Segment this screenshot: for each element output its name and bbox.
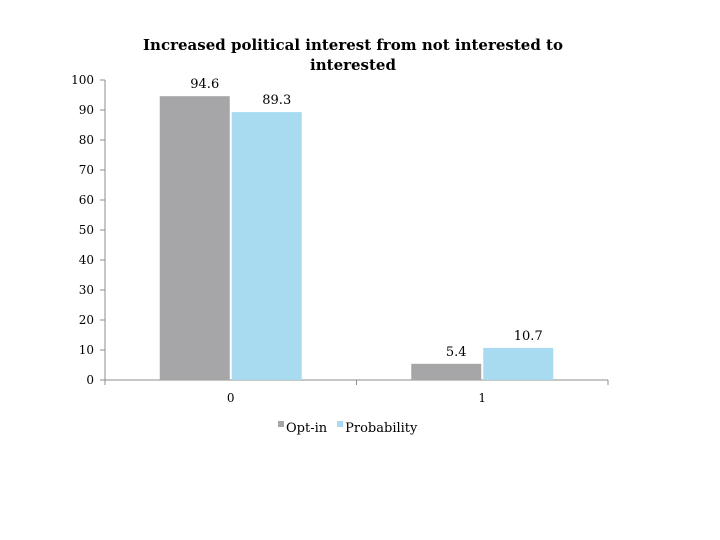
data-label: 89.3: [262, 93, 291, 108]
y-tick-label: 80: [79, 133, 94, 147]
x-tick-label: 0: [227, 391, 235, 405]
y-tick-label: 0: [86, 373, 94, 387]
y-tick-label: 20: [79, 313, 94, 327]
x-tick-label: 1: [478, 391, 486, 405]
y-tick-label: 10: [79, 343, 94, 357]
legend: Opt-in Probability: [278, 421, 418, 436]
chart-title-line-2: interested: [310, 56, 396, 74]
data-label: 5.4: [446, 345, 467, 360]
legend-swatch: [337, 421, 344, 427]
y-tick-label: 70: [79, 163, 94, 177]
y-tick-label: 30: [79, 283, 94, 297]
legend-swatch: [278, 421, 284, 427]
y-tick-label: 40: [79, 253, 94, 267]
bar-probability-1: [483, 347, 554, 380]
chart-title-line-1: Increased political interest from not in…: [143, 36, 563, 54]
bar-opt-in-1: [411, 363, 482, 380]
y-tick-label: 50: [79, 223, 94, 237]
y-tick-label: 90: [79, 103, 94, 117]
y-tick-label: 100: [71, 73, 94, 87]
bar-opt-in-0: [159, 96, 230, 380]
legend-label: Opt-in: [286, 421, 328, 436]
plot-area: 0 10 20 30 40 50 60 70 80 90 100 94.6 89.3 0 5.4 10.7 1: [71, 73, 609, 405]
legend-label: Probability: [345, 421, 418, 436]
data-label: 94.6: [190, 77, 219, 92]
data-label: 10.7: [514, 329, 543, 344]
bar-probability-0: [231, 112, 302, 380]
y-tick-label: 60: [79, 193, 94, 207]
